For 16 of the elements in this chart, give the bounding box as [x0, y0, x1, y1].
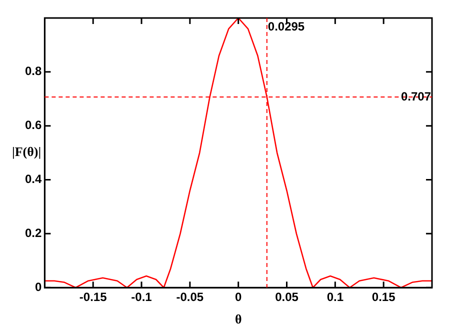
x-tick-label: 0.05 [275, 290, 299, 304]
x-tick-label: 0.1 [326, 290, 344, 304]
x-axis-title: θ [234, 311, 242, 326]
y-axis-title: |F(θ)| [12, 144, 42, 160]
y-tick-label: 0.2 [24, 226, 42, 240]
x-tick-label: -0.05 [176, 290, 204, 304]
ref-line-label: 0.707 [400, 89, 432, 104]
x-tick-label: 0.15 [372, 290, 396, 304]
y-tick-label: 0 [34, 280, 42, 294]
x-tick-label: -0.15 [79, 290, 108, 304]
x-tick-label: -0.1 [131, 290, 152, 304]
y-tick-label: 0.8 [24, 64, 42, 78]
y-tick-label: 0.6 [24, 118, 42, 132]
ref-line-label: 0.0295 [268, 19, 305, 34]
x-tick-label: 0 [234, 290, 242, 304]
y-tick-label: 0.4 [24, 172, 42, 186]
